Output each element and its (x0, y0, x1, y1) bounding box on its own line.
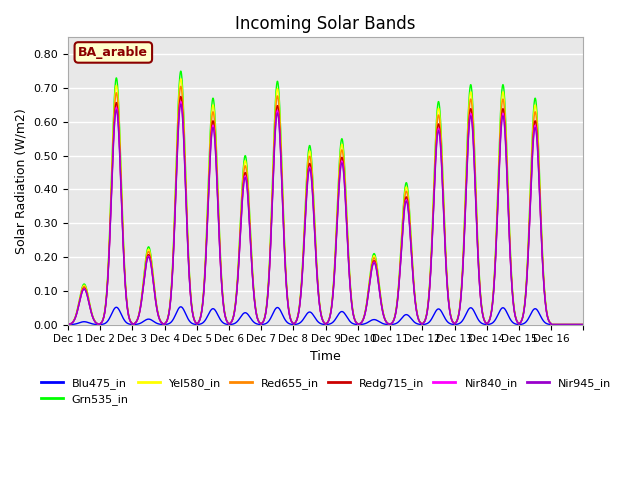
Line: Grn535_in: Grn535_in (68, 71, 584, 324)
Yel580_in (467, 89, 475, 95)
Blu475_in (64, 322, 72, 327)
Line: Yel580_in: Yel580_in (68, 79, 584, 324)
Grn535_in (580, 322, 588, 327)
Blu475_in (506, 315, 513, 321)
Red655_in (64, 322, 72, 327)
Line: Red655_in: Red655_in (68, 86, 584, 324)
Red655_in (345, 255, 353, 261)
Red655_in (372, 261, 380, 267)
Nir840_in (580, 322, 588, 327)
Nir945_in (580, 322, 588, 327)
Redg715_in (547, 322, 555, 327)
Yel580_in (64, 322, 72, 327)
Redg715_in (177, 94, 184, 99)
Nir945_in (177, 101, 184, 107)
Blu475_in (177, 304, 184, 310)
Nir840_in (345, 259, 353, 265)
Text: BA_arable: BA_arable (78, 46, 148, 59)
Grn535_in (467, 82, 475, 87)
Redg715_in (64, 322, 72, 327)
Grn535_in (64, 322, 72, 327)
Red655_in (547, 322, 555, 327)
Yel580_in (177, 76, 184, 82)
Nir945_in (171, 218, 179, 224)
Line: Nir840_in: Nir840_in (68, 102, 584, 324)
Yel580_in (547, 322, 555, 327)
Redg715_in (492, 242, 500, 248)
Redg715_in (372, 264, 380, 269)
Grn535_in (177, 68, 184, 74)
Nir840_in (177, 99, 184, 105)
Blu475_in (345, 317, 353, 323)
Blu475_in (580, 322, 588, 327)
Grn535_in (171, 202, 179, 208)
Nir945_in (492, 245, 500, 251)
Blu475_in (372, 317, 380, 323)
Nir840_in (64, 322, 72, 327)
Yel580_in (492, 236, 500, 241)
Line: Blu475_in: Blu475_in (68, 307, 584, 324)
Yel580_in (171, 206, 179, 212)
Title: Incoming Solar Bands: Incoming Solar Bands (236, 15, 416, 33)
Line: Redg715_in: Redg715_in (68, 96, 584, 324)
Nir945_in (345, 260, 353, 266)
Y-axis label: Solar Radiation (W/m2): Solar Radiation (W/m2) (15, 108, 28, 254)
Line: Nir945_in: Nir945_in (68, 104, 584, 324)
Grn535_in (345, 251, 353, 257)
Redg715_in (345, 258, 353, 264)
Redg715_in (506, 234, 513, 240)
Red655_in (467, 96, 475, 102)
Red655_in (177, 84, 184, 89)
Yel580_in (372, 259, 380, 265)
Legend: Blu475_in, Grn535_in, Yel580_in, Red655_in, Redg715_in, Nir840_in, Nir945_in: Blu475_in, Grn535_in, Yel580_in, Red655_… (36, 373, 615, 409)
Grn535_in (506, 224, 513, 230)
Blu475_in (171, 313, 179, 319)
Grn535_in (492, 233, 500, 239)
Nir945_in (372, 265, 380, 271)
Yel580_in (580, 322, 588, 327)
Nir840_in (372, 265, 380, 271)
Nir840_in (492, 244, 500, 250)
Nir945_in (547, 322, 555, 327)
Red655_in (171, 209, 179, 215)
Blu475_in (492, 315, 500, 321)
Redg715_in (171, 214, 179, 220)
Nir840_in (171, 216, 179, 222)
Red655_in (506, 230, 513, 236)
Nir840_in (547, 322, 555, 327)
Nir945_in (467, 113, 475, 119)
Nir945_in (506, 237, 513, 243)
Nir945_in (64, 322, 72, 327)
Blu475_in (467, 305, 475, 311)
Red655_in (492, 239, 500, 244)
Yel580_in (345, 253, 353, 259)
Grn535_in (547, 322, 555, 327)
Blu475_in (547, 322, 555, 327)
Redg715_in (467, 106, 475, 111)
Nir840_in (467, 110, 475, 116)
Redg715_in (580, 322, 588, 327)
Grn535_in (372, 257, 380, 263)
Nir840_in (506, 236, 513, 242)
Red655_in (580, 322, 588, 327)
Yel580_in (506, 227, 513, 233)
X-axis label: Time: Time (310, 350, 341, 363)
